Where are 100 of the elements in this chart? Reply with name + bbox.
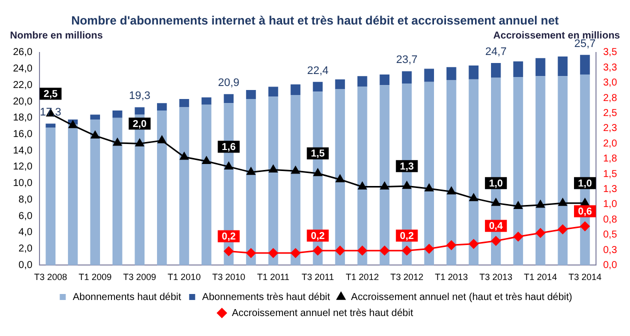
x-tick-label: T3 2011 — [302, 272, 334, 282]
x-tick-label: T3 2013 — [479, 272, 512, 282]
bar — [157, 110, 167, 266]
bar — [90, 120, 100, 266]
y2-tick-label: 1,5 — [603, 168, 618, 180]
bar — [357, 76, 368, 87]
point — [580, 198, 590, 206]
legend-label: Abonnements haut débit — [72, 292, 182, 303]
total-label: 19,3 — [128, 90, 150, 102]
bar — [290, 94, 300, 266]
point — [335, 246, 345, 256]
y-tick-label: 18,0 — [12, 112, 33, 124]
point — [446, 240, 456, 250]
bar — [112, 118, 122, 266]
bar — [202, 97, 212, 105]
point — [492, 198, 500, 206]
x-tick-label: T3 2012 — [390, 272, 424, 282]
bar — [513, 61, 524, 77]
legend-label: Accroissement annuel net (haut et très haut débit) — [351, 292, 572, 303]
point — [468, 239, 478, 249]
point — [358, 182, 367, 190]
data-label: 0,2 — [222, 231, 236, 242]
x-tick-label: T1 2011 — [257, 272, 290, 282]
x-tick-label: T1 2014 — [524, 272, 557, 282]
point — [290, 248, 300, 258]
bar — [468, 79, 479, 266]
point — [514, 201, 522, 209]
bar — [312, 82, 323, 92]
bar — [335, 89, 345, 266]
data-label: 2,5 — [44, 89, 58, 100]
bar — [179, 107, 190, 266]
point — [380, 182, 389, 190]
data-label: 1,0 — [578, 178, 592, 190]
y-tick-label: 12,0 — [12, 162, 33, 173]
point — [580, 222, 590, 232]
point — [224, 246, 234, 256]
y2-tick-label: 0,0 — [603, 260, 618, 271]
point — [424, 184, 434, 192]
bar — [134, 107, 145, 115]
x-tick-label: T1 2009 — [78, 272, 112, 282]
point — [246, 248, 256, 258]
legend-label: Accroissement annuel net très haut débit — [232, 308, 414, 319]
data-label: 2,0 — [132, 118, 148, 130]
bar — [402, 71, 412, 84]
point — [358, 246, 368, 256]
data-label: 0,6 — [578, 206, 592, 218]
y-tick-label: 10,0 — [12, 178, 33, 190]
total-label: 20,9 — [218, 77, 240, 90]
point — [135, 138, 144, 146]
bar — [446, 67, 456, 80]
x-tick-label: T3 2008 — [34, 272, 68, 282]
y2-tick-label: 2,3 — [603, 123, 618, 134]
data-label: 1,0 — [488, 178, 504, 190]
y-tick-label: 20,0 — [12, 96, 33, 108]
bar — [380, 85, 390, 266]
bar — [46, 124, 56, 128]
y2-tick-label: 3,3 — [603, 62, 618, 74]
bar — [224, 94, 234, 104]
y2-tick-label: 1,8 — [603, 154, 618, 165]
point — [314, 168, 322, 176]
bar — [424, 82, 434, 266]
bar — [112, 110, 122, 118]
total-label: 23,7 — [396, 54, 418, 66]
bar — [580, 54, 590, 74]
bar — [157, 103, 167, 111]
point — [558, 198, 567, 206]
y2-tick-label: 2,5 — [603, 108, 618, 119]
point — [558, 224, 568, 234]
point — [536, 200, 545, 208]
bar — [446, 80, 456, 266]
bar — [536, 58, 546, 76]
y2-tick-label: 2,8 — [603, 92, 618, 104]
y2-tick-label: 0,8 — [603, 214, 618, 226]
data-label: 0,2 — [400, 230, 414, 242]
bar — [246, 90, 256, 100]
point — [291, 166, 300, 174]
total-label: 22,4 — [307, 64, 328, 77]
bar — [268, 86, 278, 97]
point — [180, 152, 188, 160]
bar — [46, 128, 56, 266]
data-label: 1,5 — [310, 148, 326, 160]
point — [68, 120, 78, 128]
point — [469, 194, 478, 202]
bar — [491, 63, 501, 78]
chart-title: Nombre d'abonnements internet à haut et très haut débit et accroissement annuel net — [71, 14, 559, 28]
y2-tick-label: 1,0 — [603, 199, 618, 210]
point — [402, 181, 412, 189]
total-label: 24,7 — [485, 46, 507, 58]
bar — [90, 114, 100, 120]
point — [336, 174, 344, 182]
y-axis-title: Nombre en millions — [10, 30, 104, 42]
x-tick-label: T1 2010 — [168, 272, 201, 282]
y-tick-label: 0,0 — [18, 260, 33, 271]
point — [513, 232, 523, 242]
x-tick-label: T1 2012 — [346, 272, 379, 282]
point — [424, 244, 434, 254]
point — [90, 130, 100, 138]
point — [113, 138, 122, 146]
bar — [513, 76, 524, 266]
point — [268, 248, 278, 258]
